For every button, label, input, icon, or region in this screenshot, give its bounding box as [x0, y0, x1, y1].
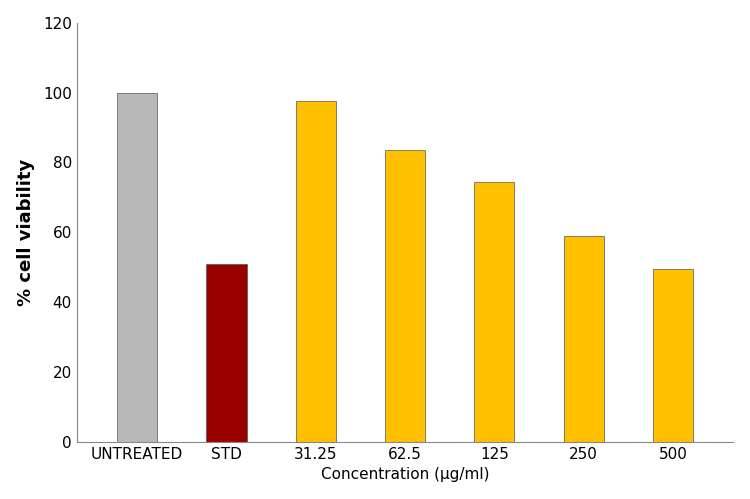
- Bar: [385, 150, 425, 442]
- Bar: [206, 264, 247, 442]
- Y-axis label: % cell viability: % cell viability: [16, 159, 34, 306]
- Bar: [652, 269, 693, 442]
- Bar: [563, 236, 604, 442]
- Bar: [296, 101, 336, 442]
- X-axis label: Concentration (µg/ml): Concentration (µg/ml): [321, 468, 489, 483]
- Bar: [117, 92, 158, 442]
- Bar: [474, 182, 514, 442]
